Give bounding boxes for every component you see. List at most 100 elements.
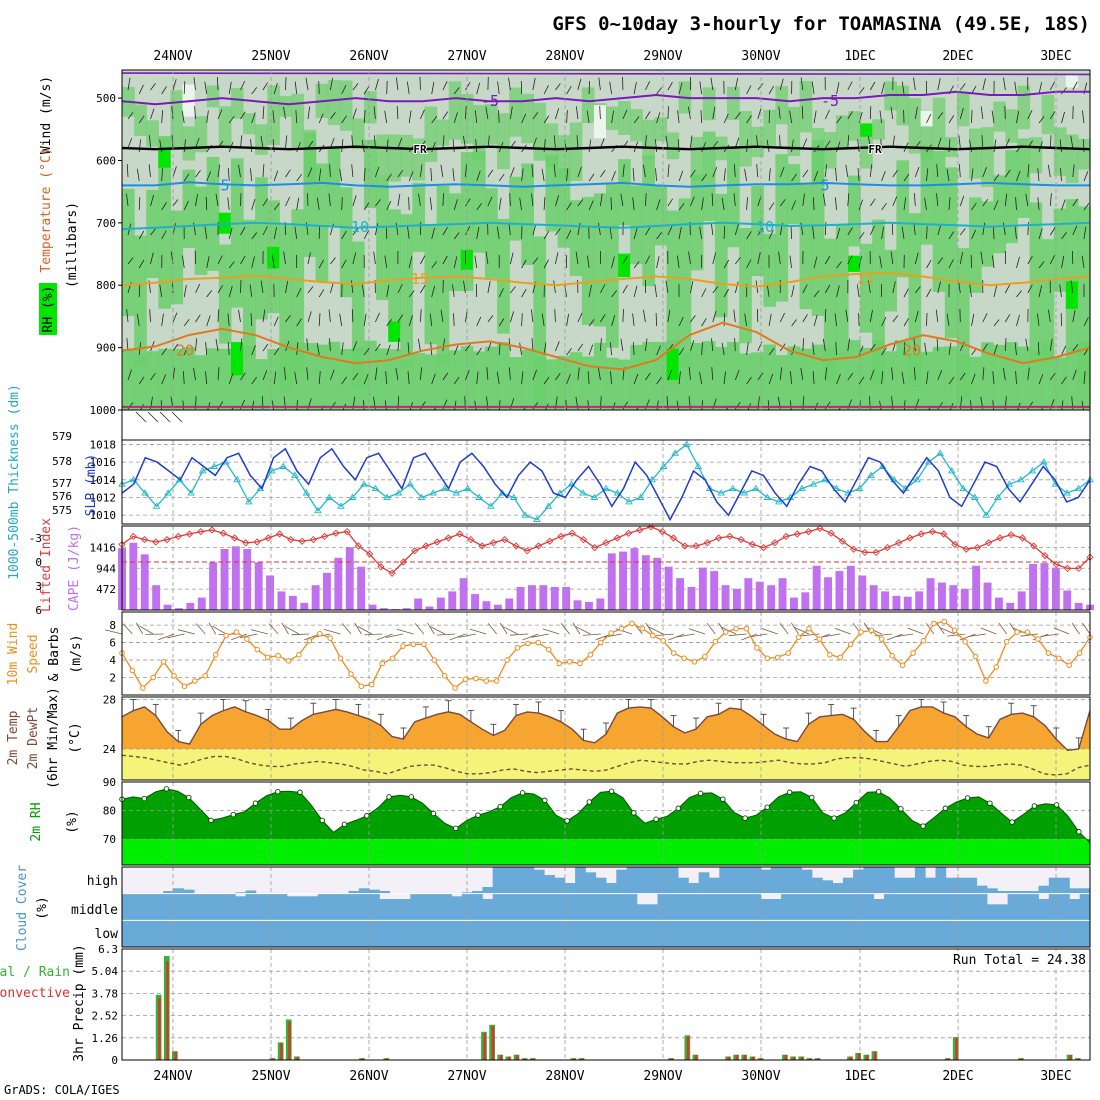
cloud-bar-low [894,920,905,947]
upper-wind-barb [521,168,524,182]
pressure-axis-label: (millibars) [65,202,80,288]
upper-wind-barb [396,77,399,91]
upper-wind-barb [318,259,325,269]
upper-wind-barb [543,230,550,240]
upper-wind-barb [946,168,950,182]
upper-wind-barb [532,257,539,265]
rh2m-point [542,797,548,804]
upper-wind-barb [937,78,941,91]
cape-bar [824,577,832,610]
upper-wind-barb [959,228,966,236]
lifted-index-point [197,527,205,536]
rh-moist-cell [460,94,474,144]
upper-wind-barb [521,313,523,327]
upper-wind-barb [824,164,827,178]
wind-barb [677,633,695,638]
cape-bar [197,597,206,610]
cloud-bar-middle [245,893,257,921]
rh-saturated-cell [230,342,243,376]
upper-wind-barb [555,252,559,265]
cloud-bar-high [842,877,854,894]
rh2m-point [497,803,504,810]
cape-bar [528,585,536,610]
slp-tick-label: 1016 [90,456,117,469]
cloud-bar-middle [152,893,164,921]
cape-bar [915,591,924,610]
rh-moist-cell [400,214,413,369]
upper-wind-barb [588,344,594,356]
wind-barb [655,633,674,636]
cloud-bar-middle [647,904,658,921]
wind-barb [886,633,903,641]
cloud-bar-middle [492,893,504,921]
upper-wind-barb [193,77,196,91]
slp-axis-label: SLP (mb) [84,454,99,517]
thickness-point [487,502,495,509]
upper-wind-barb [339,313,343,327]
cloud-bar-middle [564,893,576,921]
upper-wind-barb [285,169,291,178]
cloud-bar-low [358,920,370,947]
upper-wind-barb [1004,338,1007,352]
upper-wind-barb [948,115,955,124]
upper-wind-barb [183,284,187,298]
upper-wind-barb [532,77,536,91]
upper-wind-barb [1061,232,1067,240]
upper-wind-barb [429,313,433,327]
upper-wind-barb [744,313,747,327]
thickness-point [636,493,645,500]
wind-speed-point [743,625,750,632]
bottom-date-axis: 24NOV 25NOV 26NOV 27NOV 28NOV 29NOV 30NOV 1DEC 2… [153,1069,1071,1084]
wind-speed-point [1076,650,1083,656]
upper-wind-barb [959,252,963,265]
wind-barb [1082,622,1091,635]
wind-barb [323,629,341,635]
wind-barb [414,623,425,635]
cloud-bar-low [564,920,576,947]
upper-wind-barb [779,166,785,178]
upper-wind-barb [150,108,155,120]
upper-wind-barb [609,81,612,95]
upper-wind-barb [622,309,624,323]
upper-wind-barb [566,110,568,124]
thickness-point [533,515,541,523]
wind-speed-point [254,646,261,653]
upper-wind-barb [656,232,663,240]
cloud-bar-low [348,920,360,947]
upper-wind-barb [262,106,265,120]
cape-bar [266,575,274,610]
upper-wind-barb [937,224,942,236]
lifted-index-point [602,539,610,547]
upper-wind-barb [611,110,614,124]
wind-barb [487,623,498,635]
thickness-point [752,484,760,492]
upper-wind-barb [521,288,527,298]
upper-wind-barb [172,166,177,178]
upper-wind-barb [667,225,673,236]
upper-wind-barb [588,173,595,182]
cloud-bar-middle [503,893,514,921]
rh-moist-cell [714,193,728,318]
wind-barb [427,622,435,635]
rh-moist-cell [509,87,522,137]
upper-wind-barb [1061,255,1065,269]
upper-wind-barb [463,135,466,149]
upper-wind-barb [858,232,865,240]
wind-barb [458,633,476,638]
rh2m-point [275,788,281,795]
dewpoint-fill [122,749,1090,780]
lifted-index-point [714,534,723,542]
upper-wind-barb [791,200,796,211]
upper-wind-barb [431,116,438,124]
rh-moist-cell [472,105,486,161]
rh-moist-cell [424,223,438,345]
upper-wind-barb [1038,285,1043,298]
upper-wind-barb [307,140,314,149]
wind-barb [907,627,924,635]
upper-wind-barb [1061,199,1066,211]
wind-speed-point [514,645,521,651]
upper-wind-barb [227,313,230,327]
upper-wind-barb [836,374,841,385]
thickness-tick-label: 576 [52,490,72,503]
upper-wind-barb [420,164,423,178]
